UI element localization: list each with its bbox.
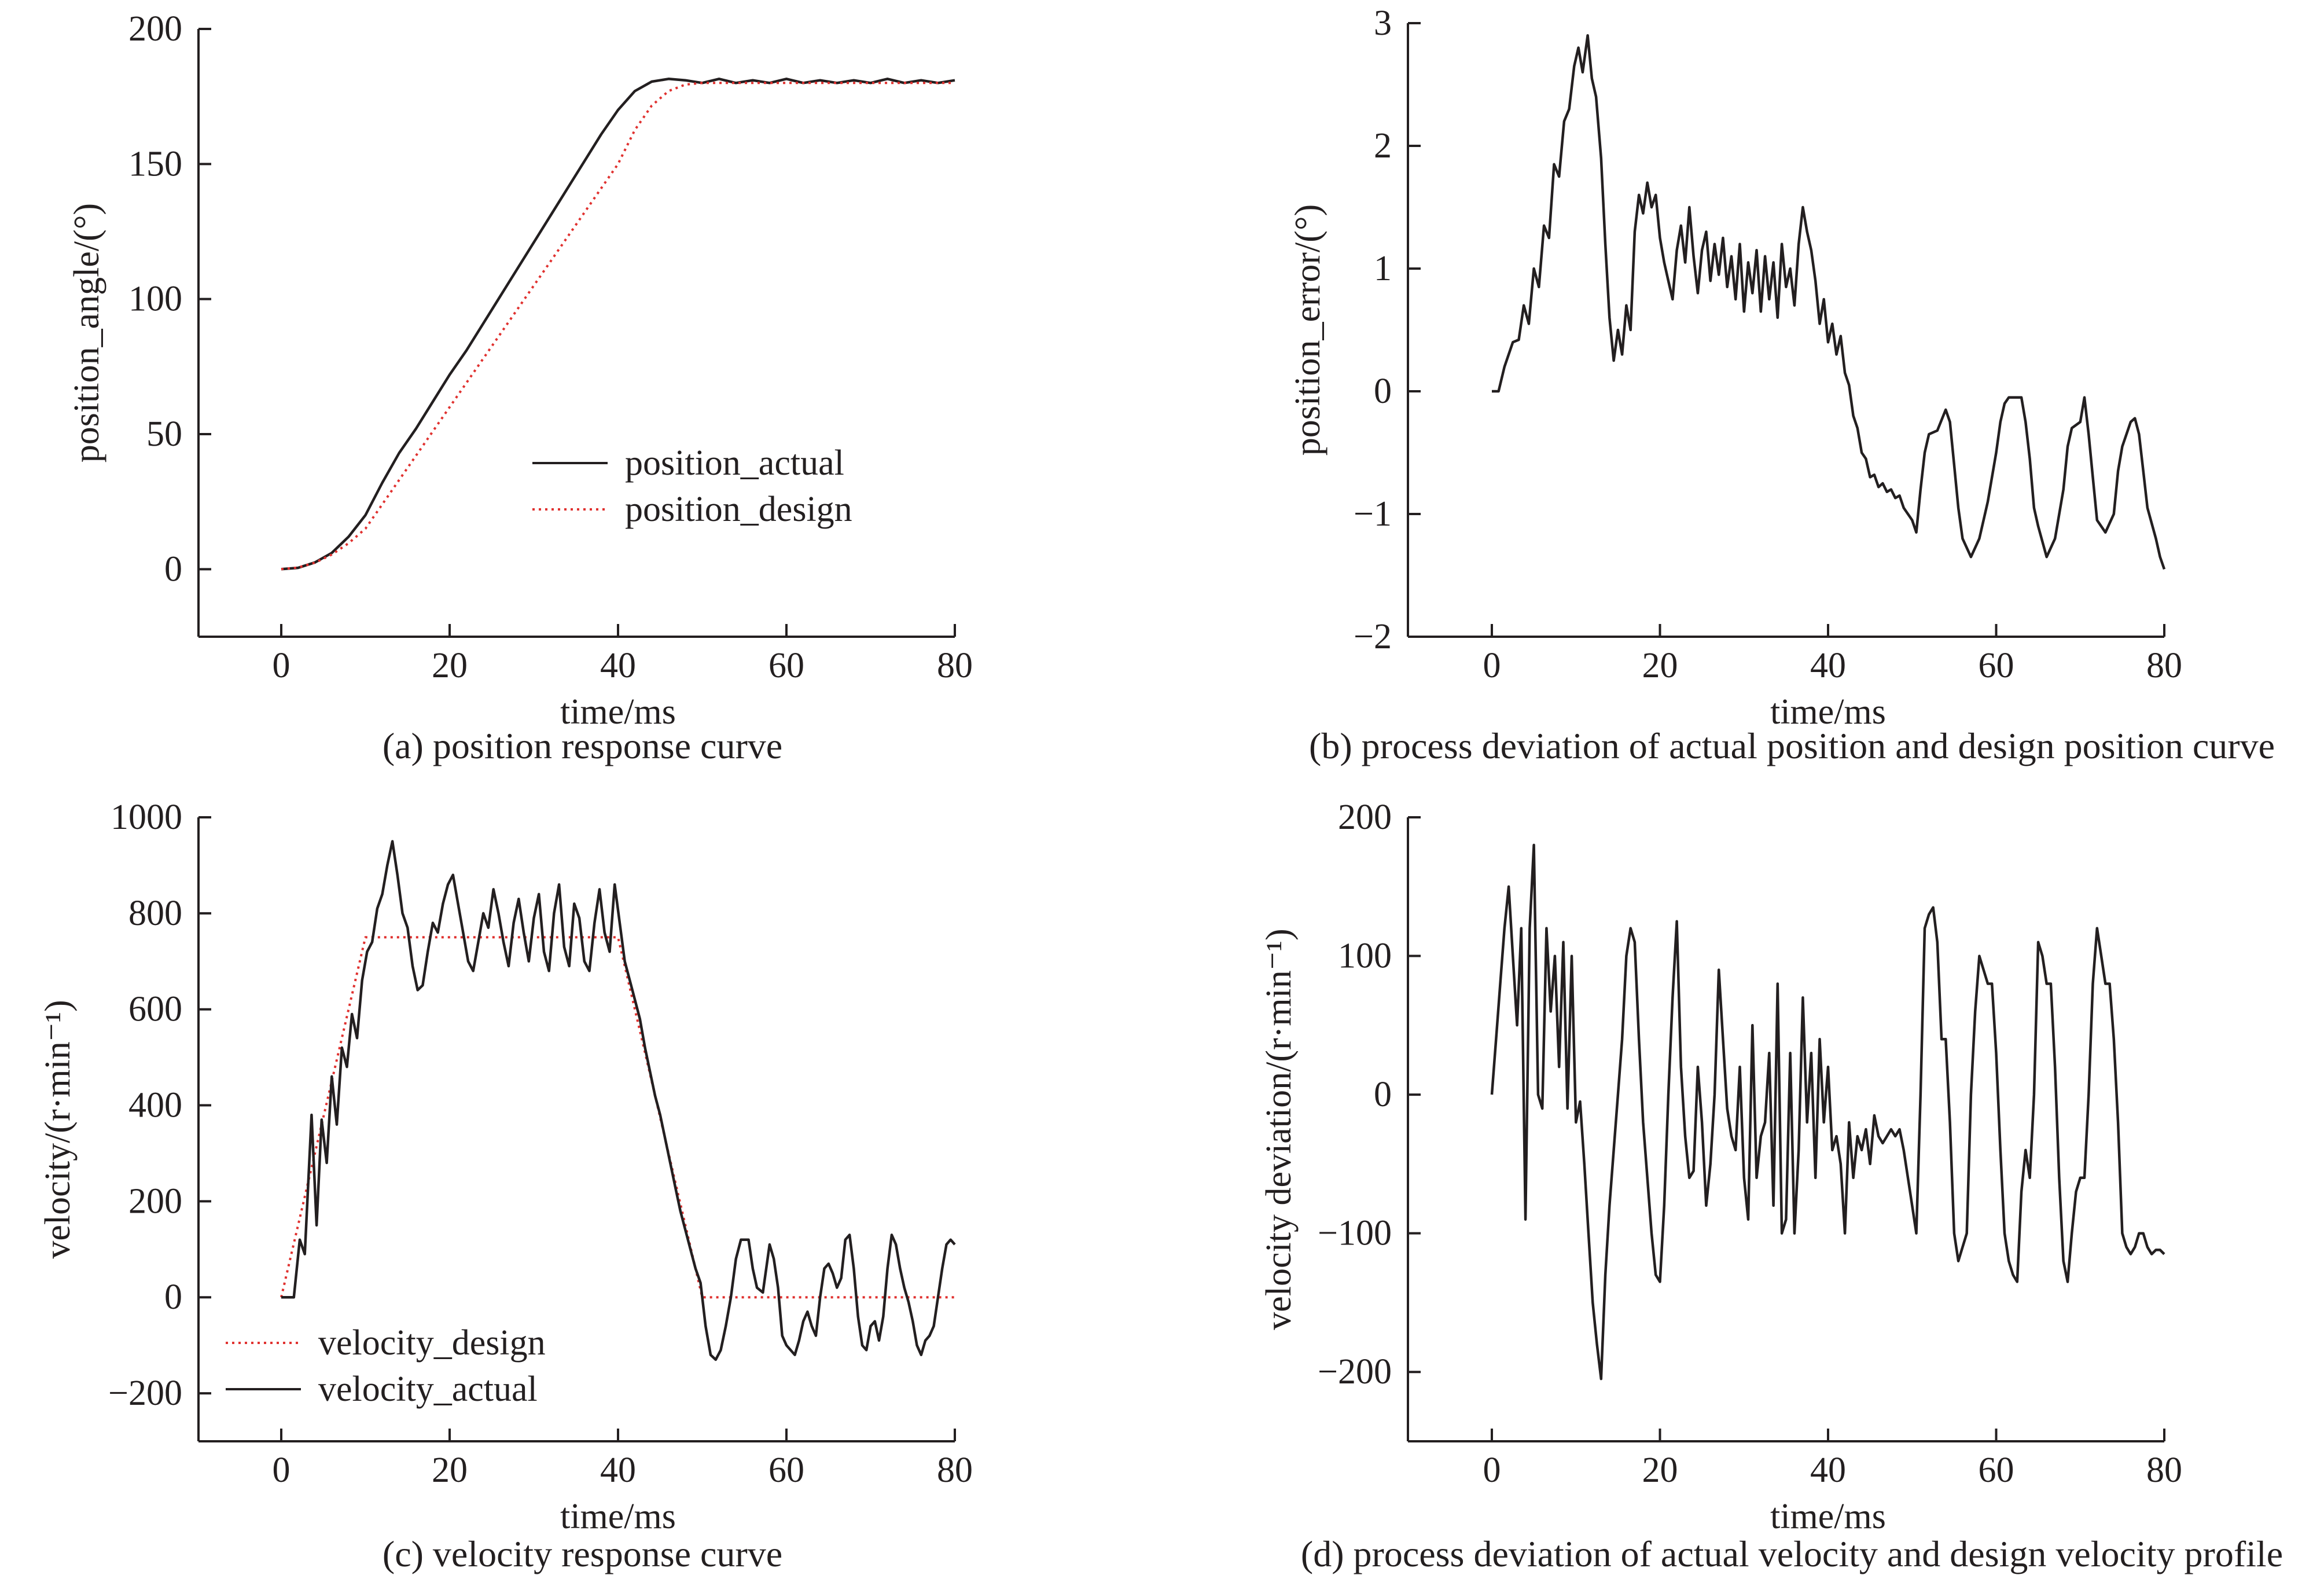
y-tick-label: 200 xyxy=(1338,798,1392,837)
y-tick-label: 100 xyxy=(1338,937,1392,976)
legend-label: velocity_design xyxy=(318,1323,546,1363)
chart-a: 0 20 40 60 80 0 50 100 150 200 time/ms position_ang… xyxy=(67,9,973,766)
series-line-position-error xyxy=(1492,34,2166,570)
series-line-velocity-design xyxy=(280,936,955,1299)
x-tick-label: 0 xyxy=(1483,1451,1501,1490)
x-axis-title: time/ms xyxy=(560,692,676,732)
chart-caption: (a) position response curve xyxy=(383,725,782,766)
y-tick-label: 0 xyxy=(1374,1075,1392,1114)
y-tick-label: 2 xyxy=(1374,126,1392,166)
chart-caption: (b) process deviation of actual position… xyxy=(1309,725,2275,766)
y-tick-label: 0 xyxy=(1374,372,1392,411)
y-tick-label: 50 xyxy=(146,414,182,454)
y-axis-title: velocity deviation/(r·min⁻¹) xyxy=(1259,928,1299,1330)
x-tick-label: 0 xyxy=(273,646,290,685)
x-tick-label: 80 xyxy=(937,646,973,685)
x-axis-title: time/ms xyxy=(1770,1497,1886,1536)
y-tick-label: 800 xyxy=(128,894,182,933)
y-tick-label: 200 xyxy=(128,9,182,49)
x-tick-label: 20 xyxy=(1642,1451,1678,1490)
y-tick-label: −200 xyxy=(1318,1352,1392,1392)
x-tick-label: 80 xyxy=(2146,1451,2182,1490)
legend-label: velocity_actual xyxy=(318,1370,538,1409)
y-tick-label: 100 xyxy=(128,280,182,319)
y-tick-label: 600 xyxy=(128,990,182,1029)
chart-d: 0 20 40 60 80 −200 −100 0 100 200 time/ms velocity … xyxy=(1259,798,2283,1574)
x-tick-label: 60 xyxy=(768,646,804,685)
x-tick-label: 20 xyxy=(432,646,468,685)
series-line-position-design xyxy=(281,82,955,571)
x-tick-label: 40 xyxy=(600,1451,636,1490)
y-tick-label: −2 xyxy=(1354,617,1392,656)
chart-c: 0 20 40 60 80 −200 0 200 400 600 800 1000 time/ms vel… xyxy=(38,798,973,1574)
chart-caption: (c) velocity response curve xyxy=(383,1533,782,1574)
y-tick-label: 150 xyxy=(128,144,182,183)
x-axis-title: time/ms xyxy=(1770,692,1886,732)
y-tick-label: 1000 xyxy=(111,798,182,837)
y-tick-label: −1 xyxy=(1354,494,1392,534)
y-tick-label: 0 xyxy=(164,549,182,589)
x-tick-label: 20 xyxy=(432,1451,468,1490)
x-tick-label: 60 xyxy=(768,1451,804,1490)
x-tick-label: 80 xyxy=(2146,646,2182,685)
x-tick-label: 40 xyxy=(1810,646,1846,685)
x-tick-label: 60 xyxy=(1979,1451,2014,1490)
series-line-velocity-actual xyxy=(281,840,956,1361)
legend-label: position_actual xyxy=(625,443,844,483)
x-axis-title: time/ms xyxy=(560,1497,676,1536)
y-tick-label: −100 xyxy=(1318,1214,1392,1253)
y-tick-label: 400 xyxy=(128,1086,182,1125)
y-tick-label: −200 xyxy=(108,1374,182,1413)
y-axis-title: velocity/(r·min⁻¹) xyxy=(38,1000,78,1258)
y-axis-title: position_angle/(°) xyxy=(67,203,106,462)
x-tick-label: 40 xyxy=(600,646,636,685)
y-axis-title: position_error/(°) xyxy=(1288,204,1328,456)
y-tick-label: 0 xyxy=(164,1277,182,1317)
x-tick-label: 0 xyxy=(273,1451,290,1490)
x-tick-label: 0 xyxy=(1483,646,1501,685)
legend: position_actual position_design xyxy=(532,443,852,529)
y-tick-label: 200 xyxy=(128,1181,182,1221)
y-tick-label: 1 xyxy=(1374,249,1392,288)
x-tick-label: 20 xyxy=(1642,646,1678,685)
legend-label: position_design xyxy=(625,490,852,529)
chart-caption: (d) process deviation of actual velocity… xyxy=(1301,1533,2283,1574)
x-tick-label: 40 xyxy=(1810,1451,1846,1490)
x-tick-label: 80 xyxy=(937,1451,973,1490)
series-line-velocity-deviation xyxy=(1490,843,2165,1381)
legend: velocity_design velocity_actual xyxy=(226,1323,546,1409)
y-tick-label: 3 xyxy=(1374,3,1392,43)
chart-b: 0 20 40 60 80 −2 −1 0 1 2 3 time/ms position_error/(… xyxy=(1288,3,2275,766)
x-tick-label: 60 xyxy=(1979,646,2014,685)
series-line-position-actual xyxy=(281,78,955,571)
